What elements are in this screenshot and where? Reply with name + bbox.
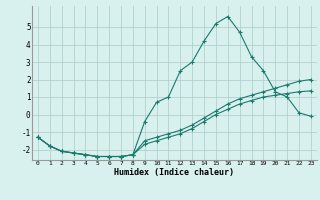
X-axis label: Humidex (Indice chaleur): Humidex (Indice chaleur) [115, 168, 234, 177]
